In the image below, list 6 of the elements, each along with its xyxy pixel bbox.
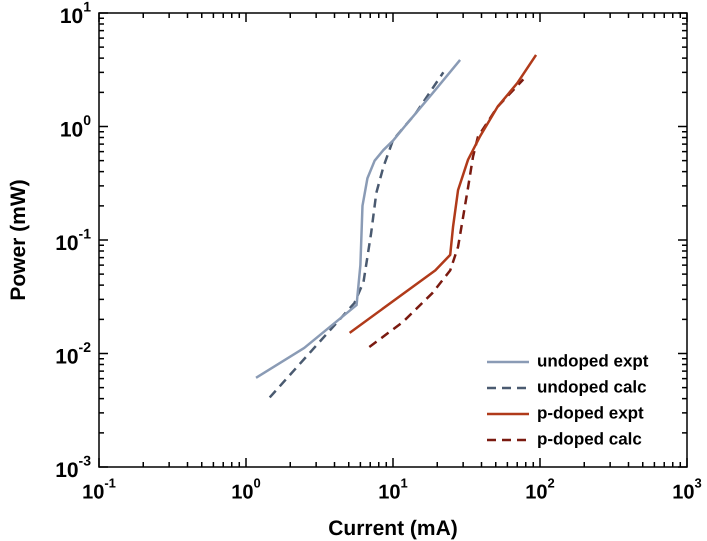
legend-label: p-doped expt	[537, 404, 644, 423]
legend-label: undoped calc	[537, 378, 647, 397]
legend-label: p-doped calc	[537, 430, 642, 449]
y-axis-title: Power (mW)	[6, 179, 30, 301]
legend-label: undoped expt	[537, 352, 649, 371]
x-axis-title: Current (mA)	[328, 516, 458, 540]
